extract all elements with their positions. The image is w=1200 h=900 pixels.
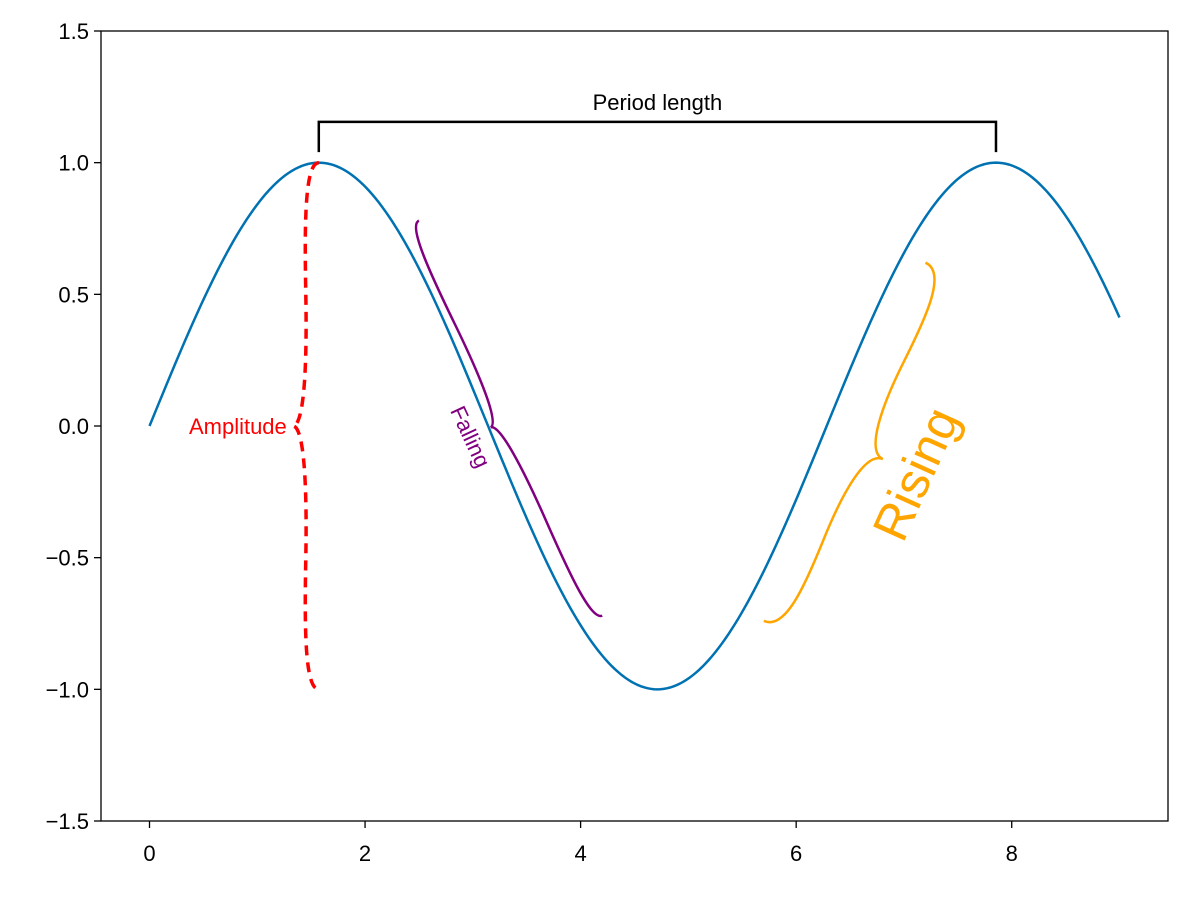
x-tick-label: 0 [143,841,155,866]
x-tick-label: 4 [574,841,586,866]
x-tick-label: 2 [359,841,371,866]
rising-brace [763,261,936,624]
y-tick-label: 0.5 [58,282,89,307]
y-tick-label: −1.5 [46,809,89,834]
y-tick-label: 0.0 [58,414,89,439]
y-tick-label: −1.0 [46,677,89,702]
falling-brace [414,219,603,617]
y-tick-label: 1.0 [58,151,89,176]
falling-label: Falling [445,402,495,471]
period-bracket [317,120,998,153]
x-axis: 0 2 4 6 8 [143,821,1018,866]
period-length-label: Period length [593,90,723,115]
x-tick-label: 6 [790,841,802,866]
x-tick-label: 8 [1006,841,1018,866]
amplitude-label: Amplitude [189,414,287,439]
y-tick-label: −0.5 [46,546,89,571]
y-tick-label: 1.5 [58,19,89,44]
y-axis: −1.5 −1.0 −0.5 0.0 0.5 1.0 1.5 [46,19,101,834]
amplitude-brace [292,160,320,692]
sine-curve [148,161,1121,691]
